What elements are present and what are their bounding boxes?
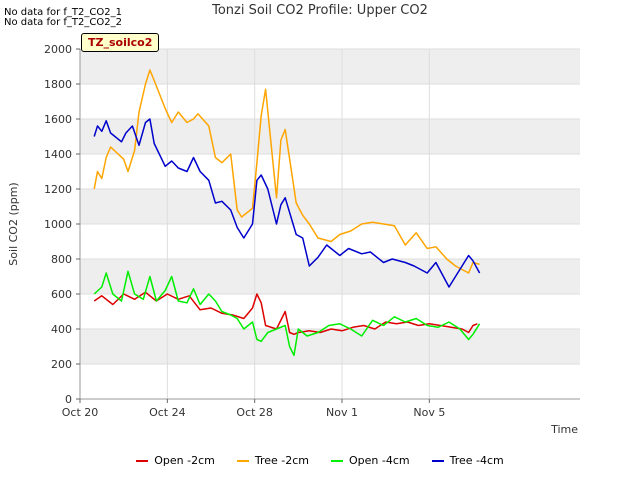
y-tick-label: 0 [65,393,72,406]
legend-swatch-open-2cm [136,459,149,462]
legend-item-tree-4cm: Tree -4cm [431,454,504,467]
legend-label-tree-2cm: Tree -2cm [254,454,309,467]
site-badge: TZ_soilco2 [81,33,160,52]
y-tick-label: 2000 [44,43,72,56]
legend-swatch-tree-2cm [236,459,249,462]
grid-band [80,259,580,294]
y-tick-label: 600 [51,288,72,301]
chart-title: Tonzi Soil CO2 Profile: Upper CO2 [212,3,428,18]
no-data-note-1: No data for f_T2_CO2_1 [4,7,122,18]
series-line-tree-2cm [93,69,480,274]
y-tick-label: 800 [51,253,72,266]
grid-band [80,119,580,154]
y-tick-label: 1200 [44,183,72,196]
grid-band [80,49,580,84]
y-axis-title: Soil CO2 (ppm) [7,182,20,265]
y-tick-label: 1400 [44,148,72,161]
x-tick-label: Oct 24 [149,406,186,419]
y-tick-label: 1600 [44,113,72,126]
x-tick-label: Nov 1 [326,406,358,419]
legend-label-open-4cm: Open -4cm [349,454,410,467]
y-tick-label: 1800 [44,78,72,91]
y-tick-label: 200 [51,358,72,371]
series-line-open-4cm [93,270,481,357]
legend-item-tree-2cm: Tree -2cm [236,454,309,467]
grid-band [80,329,580,364]
legend-item-open-4cm: Open -4cm [331,454,410,467]
x-tick-label: Nov 5 [413,406,445,419]
legend-item-open-2cm: Open -2cm [136,454,215,467]
no-data-note-2: No data for f_T2_CO2_2 [4,17,122,28]
legend-swatch-open-4cm [331,459,343,462]
series-line-tree-4cm [93,118,481,288]
y-tick-label: 400 [51,323,72,336]
x-tick-label: Oct 28 [236,406,273,419]
y-tick-label: 1000 [44,218,72,231]
x-tick-label: Oct 20 [62,406,99,419]
legend: Open -2cm Tree -2cm Open -4cm Tree -4cm [0,454,640,467]
x-axis-title: Time [550,423,578,436]
legend-swatch-tree-4cm [431,459,444,462]
series-line-open-2cm [93,291,478,336]
grid-band [80,189,580,224]
legend-label-tree-4cm: Tree -4cm [449,454,504,467]
legend-label-open-2cm: Open -2cm [154,454,215,467]
